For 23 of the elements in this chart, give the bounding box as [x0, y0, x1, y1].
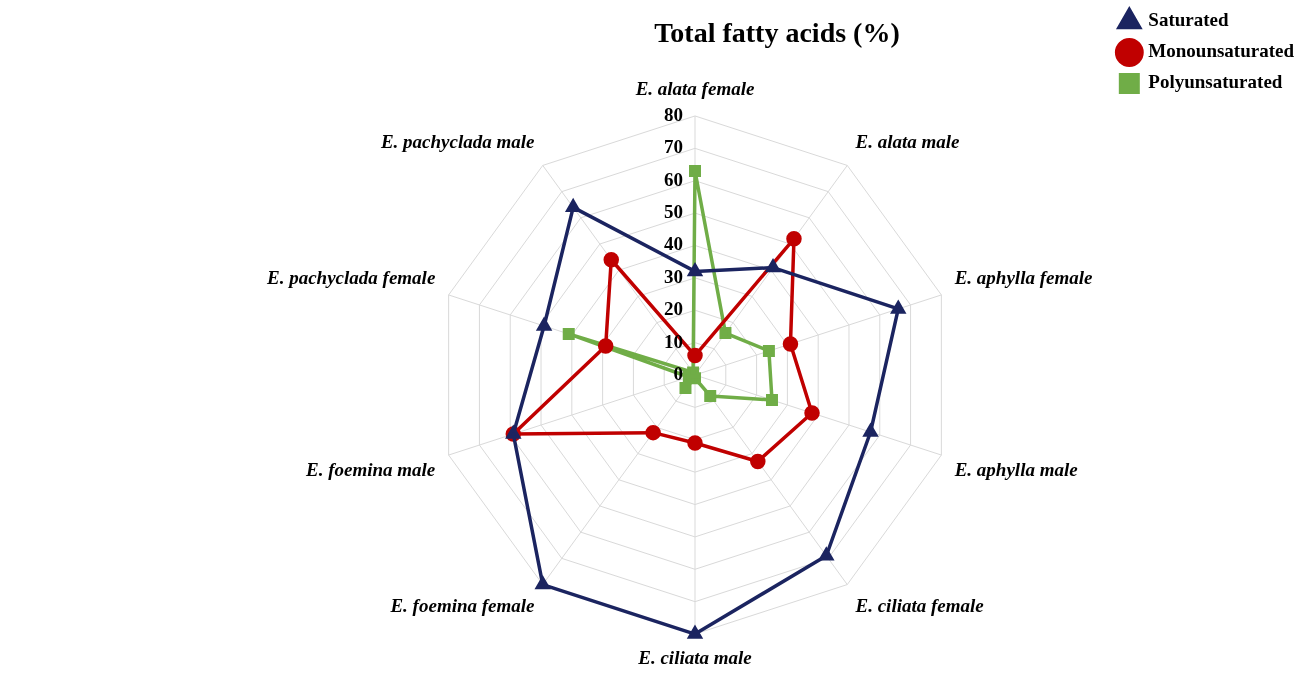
spoke-label: E. aphylla female — [953, 267, 1093, 289]
spoke-label: E. ciliata male — [637, 647, 753, 669]
spoke-label: E. pachyclada male — [379, 130, 536, 152]
y-tick-label: 50 — [664, 201, 683, 222]
spoke-label: E. foemina male — [305, 458, 436, 480]
y-tick-label: 0 — [673, 362, 683, 384]
y-tick-label: 60 — [664, 168, 683, 190]
spoke-label: E. pachyclada female — [265, 267, 436, 289]
spoke-label: E. alata female — [634, 78, 755, 100]
spoke-label: E. ciliata female — [854, 595, 985, 617]
y-tick-label: 70 — [664, 136, 683, 158]
spoke-label: E. aphylla male — [953, 458, 1079, 480]
chart-title: Total fatty acids (%) — [654, 17, 900, 49]
y-tick-label: 80 — [664, 103, 683, 125]
spoke-label: E. foemina female — [389, 595, 536, 617]
y-tick-label: 20 — [664, 298, 683, 320]
legend-label: Monounsaturated — [1148, 40, 1295, 62]
y-tick-label: 30 — [664, 265, 683, 287]
spoke-label: E. alata male — [854, 130, 961, 152]
legend-label: Polyunsaturated — [1148, 71, 1283, 93]
y-tick-label: 10 — [664, 330, 683, 352]
y-tick-label: 40 — [664, 233, 683, 255]
legend-label: Saturated — [1148, 9, 1229, 31]
